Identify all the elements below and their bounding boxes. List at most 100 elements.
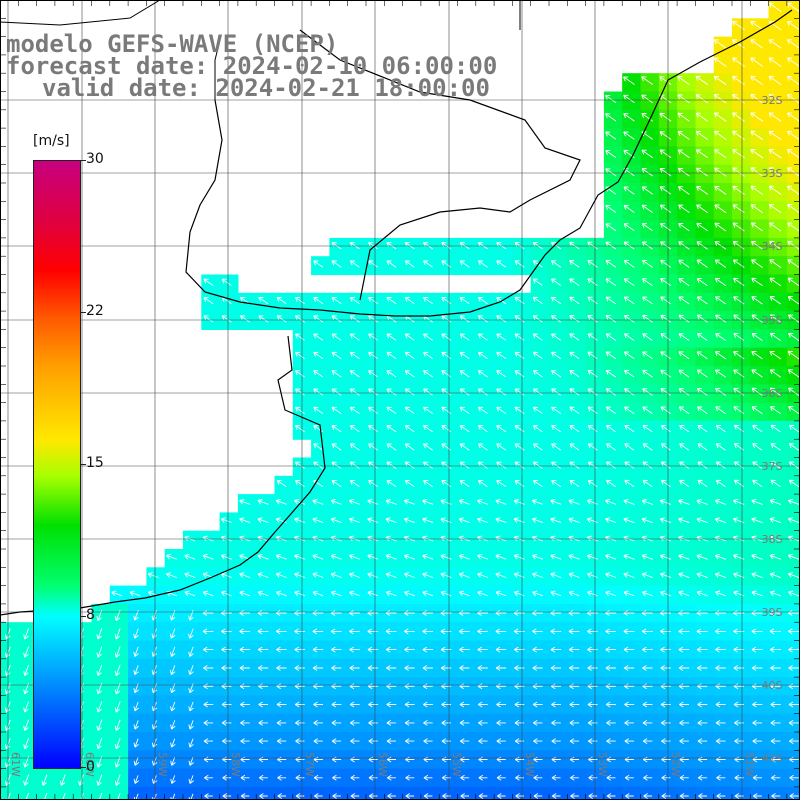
wind-arrow: [732, 241, 745, 250]
wind-arrow: [440, 665, 452, 671]
wind-arrow: [313, 738, 323, 744]
wind-arrow: [750, 185, 764, 195]
wind-cell: [366, 786, 385, 800]
wind-arrow: [367, 628, 379, 635]
wind-arrow: [368, 370, 379, 378]
wind-arrow: [770, 665, 781, 671]
wind-arrow: [331, 479, 342, 488]
wind-arrow: [440, 572, 452, 578]
wind-arrow: [222, 738, 232, 744]
wind-arrow: [312, 517, 324, 524]
wind-arrow: [330, 590, 342, 597]
wind-arrow: [404, 720, 415, 726]
wind-arrow: [660, 628, 671, 635]
wind-arrow: [678, 628, 690, 635]
longitude-label: 58W: [229, 752, 242, 777]
wind-arrow: [661, 774, 671, 781]
wind-arrow: [623, 590, 635, 597]
wind-arrow: [715, 406, 726, 415]
wind-arrow: [367, 646, 379, 653]
wind-arrow: [623, 351, 635, 360]
wind-arrow: [715, 333, 727, 341]
wind-arrow: [715, 590, 726, 597]
wind-arrow: [606, 443, 616, 451]
wind-arrow: [275, 572, 287, 578]
wind-arrow: [404, 296, 415, 305]
wind-arrow: [715, 479, 726, 488]
wind-arrow: [294, 333, 305, 341]
wind-cell: [713, 786, 733, 800]
wind-arrow: [276, 315, 287, 323]
wind-arrow: [313, 720, 323, 726]
wind-cell: [786, 549, 800, 568]
wind-cell: [786, 475, 800, 495]
wind-arrow: [588, 774, 598, 781]
longitude-label: 59W: [156, 752, 169, 777]
wind-arrow: [569, 315, 580, 323]
wind-arrow: [695, 112, 709, 122]
wind-arrow: [733, 387, 745, 396]
wind-arrow: [587, 260, 598, 268]
wind-cell: [695, 786, 715, 800]
wind-arrow: [771, 793, 781, 799]
wind-arrow: [679, 424, 690, 433]
wind-arrow: [732, 57, 745, 67]
wind-arrow: [696, 499, 708, 505]
wind-arrow: [239, 572, 251, 578]
wind-arrow: [788, 443, 800, 451]
wind-arrow: [677, 131, 690, 140]
wind-arrow: [114, 646, 121, 658]
wind-arrow: [170, 720, 176, 730]
wind-arrow: [188, 738, 194, 748]
wind-arrow: [642, 479, 653, 488]
wind-arrow: [623, 553, 635, 560]
wind-arrow: [732, 222, 745, 232]
wind-arrow: [188, 646, 194, 657]
wind-arrow: [587, 479, 598, 488]
wind-arrow: [696, 406, 708, 415]
wind-cell: [183, 786, 202, 800]
wind-arrow: [679, 443, 690, 451]
wind-arrow: [422, 590, 434, 597]
wind-arrow: [642, 701, 653, 708]
wind-arrow: [679, 479, 690, 488]
wind-arrow: [751, 314, 763, 323]
wind-arrow: [605, 517, 617, 524]
wind-arrow: [422, 499, 434, 505]
wind-arrow: [295, 738, 305, 744]
wind-arrow: [733, 332, 745, 341]
wind-arrow: [605, 223, 617, 232]
wind-arrow: [221, 628, 232, 635]
wind-arrow: [642, 333, 653, 341]
wind-cell: [146, 786, 166, 800]
wind-arrow: [551, 720, 561, 726]
wind-arrow: [276, 296, 287, 305]
wind-arrow: [551, 461, 562, 469]
wind-arrow: [423, 701, 433, 708]
wind-arrow: [569, 260, 580, 268]
wind-arrow: [477, 333, 488, 341]
wind-arrow: [204, 793, 213, 799]
wind-arrow: [368, 443, 379, 451]
wind-arrow: [78, 774, 84, 786]
wind-arrow: [258, 315, 269, 323]
wind-arrow: [441, 296, 452, 305]
wind-arrow: [606, 424, 616, 433]
wind-arrow: [459, 333, 470, 341]
wind-arrow: [221, 646, 232, 653]
wind-arrow: [385, 572, 397, 578]
wind-arrow: [221, 720, 232, 726]
wind-arrow: [440, 590, 452, 597]
wind-arrow: [386, 665, 397, 671]
wind-arrow: [532, 425, 543, 433]
wind-arrow: [714, 572, 727, 579]
wind-arrow: [257, 517, 269, 524]
wind-arrow: [642, 424, 653, 433]
wind-arrow: [550, 572, 562, 578]
wind-arrow: [368, 351, 379, 360]
latitude-label: 38S: [762, 533, 783, 546]
wind-arrow: [533, 793, 543, 799]
wind-arrow: [368, 260, 379, 268]
wind-arrow: [605, 406, 616, 414]
wind-arrow: [605, 149, 617, 158]
